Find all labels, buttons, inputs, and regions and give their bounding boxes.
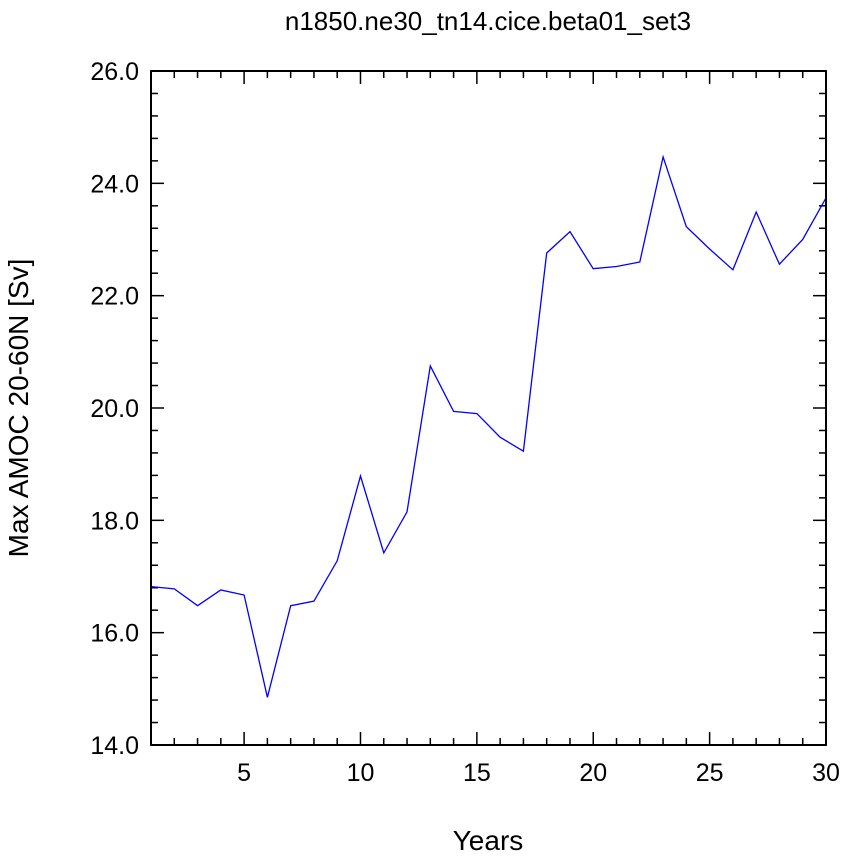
y-tick-label: 14.0 [90, 732, 139, 760]
y-axis-label: Max AMOC 20-60N [Sv] [3, 259, 34, 558]
axis-tick-labels: 5 10 15 20 25 30 14.0 16.0 18.0 20.0 22.0 24.0 26.0 [90, 58, 840, 787]
y-tick-label: 26.0 [90, 58, 139, 86]
x-tick-label: 15 [463, 759, 491, 787]
y-tick-label: 22.0 [90, 283, 139, 311]
x-axis-label: Years [453, 825, 524, 856]
y-tick-label: 24.0 [90, 170, 139, 198]
axis-ticks [150, 70, 827, 746]
series-line [150, 154, 827, 698]
x-tick-label: 5 [237, 759, 251, 787]
x-tick-label: 30 [812, 759, 840, 787]
x-tick-label: 10 [347, 759, 375, 787]
x-tick-label: 20 [579, 759, 607, 787]
y-tick-label: 18.0 [90, 507, 139, 535]
y-tick-label: 20.0 [90, 395, 139, 423]
plot-frame [150, 70, 827, 746]
x-tick-label: 25 [696, 759, 724, 787]
data-series [150, 154, 827, 698]
chart-title: n1850.ne30_tn14.cice.beta01_set3 [285, 6, 691, 36]
y-tick-label: 16.0 [90, 620, 139, 648]
